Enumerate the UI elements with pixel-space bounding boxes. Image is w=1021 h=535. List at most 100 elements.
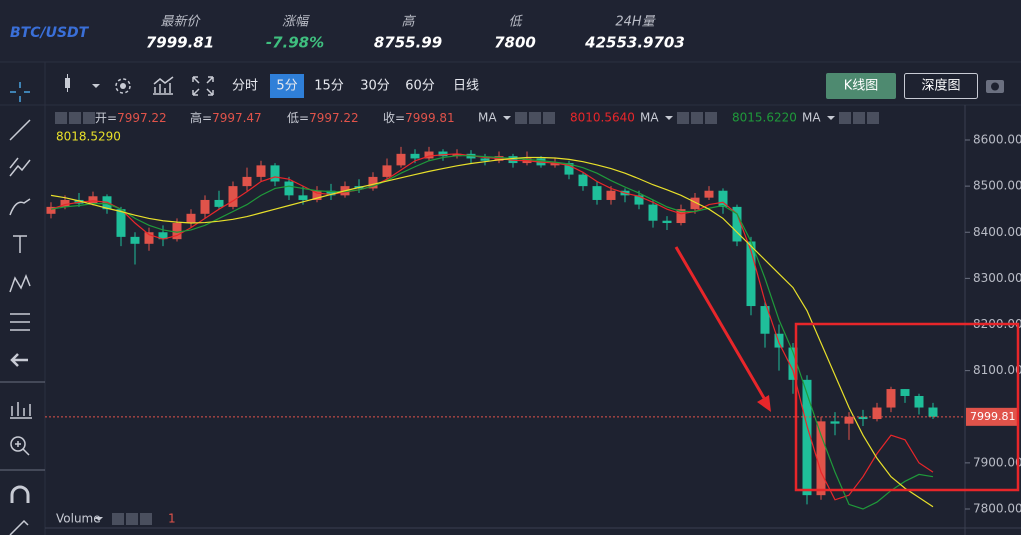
candle-body bbox=[60, 199, 70, 207]
candle-body bbox=[564, 163, 574, 175]
ohlc-value: 7997.22 bbox=[309, 111, 359, 125]
pencil-tool[interactable] bbox=[9, 519, 29, 535]
camera-lens bbox=[991, 82, 999, 91]
interval-tab[interactable]: 30分 bbox=[360, 79, 390, 94]
last-price-label: 7999.81 bbox=[970, 410, 1016, 423]
ohlc-item: 高=7997.47 bbox=[190, 110, 262, 125]
stat-label: 高 bbox=[401, 15, 416, 30]
candle-body bbox=[858, 416, 868, 420]
stat-value: 7999.81 bbox=[146, 34, 214, 52]
legend-icon[interactable] bbox=[515, 112, 527, 124]
interval-tab[interactable]: 15分 bbox=[314, 79, 344, 94]
candle-body bbox=[480, 158, 490, 161]
candle-body bbox=[606, 190, 616, 200]
candle-body bbox=[312, 190, 322, 200]
stats: 最新价 7999.81 涨幅 -7.98% 高 8755.99 低 7800 24H量 42553… bbox=[146, 15, 685, 52]
ohlc-name: 高= bbox=[190, 110, 212, 125]
crosshair-tool[interactable] bbox=[10, 82, 30, 102]
legend-icon[interactable] bbox=[126, 513, 138, 525]
back-tool[interactable] bbox=[10, 353, 28, 367]
kline-button-label[interactable]: K线图 bbox=[844, 79, 879, 94]
y-tick-label: 7900.00 bbox=[973, 455, 1021, 469]
legend-icon[interactable] bbox=[543, 112, 555, 124]
depth-button-label[interactable]: 深度图 bbox=[921, 78, 960, 94]
ma-value: 8015.6220 bbox=[732, 111, 797, 125]
legend-icon[interactable] bbox=[691, 112, 703, 124]
legend-icon[interactable] bbox=[677, 112, 689, 124]
volume-dropdown[interactable] bbox=[95, 517, 103, 521]
candle-body bbox=[256, 165, 266, 177]
candle-body bbox=[830, 421, 840, 424]
depth-button[interactable] bbox=[904, 73, 978, 99]
legend-icon[interactable] bbox=[705, 112, 717, 124]
text-tool[interactable] bbox=[13, 235, 27, 253]
legend-icon[interactable] bbox=[69, 112, 81, 124]
plot: 8600.008500.008400.008300.008200.008100.… bbox=[45, 133, 1021, 516]
measure-tool[interactable] bbox=[10, 402, 32, 419]
interval-tab[interactable]: 60分 bbox=[405, 79, 435, 94]
indicator-icon[interactable] bbox=[153, 76, 174, 95]
magnet-tool[interactable] bbox=[10, 485, 30, 503]
legend-icon[interactable] bbox=[839, 112, 851, 124]
ohlc-item: 开=7997.22 bbox=[95, 111, 167, 125]
interval-tab[interactable]: 5分 bbox=[276, 79, 297, 94]
candle-body bbox=[718, 190, 728, 207]
sidebar-tools[interactable] bbox=[0, 82, 45, 535]
active-tab[interactable] bbox=[270, 74, 304, 98]
legend-icon[interactable] bbox=[83, 112, 95, 124]
ohlc-name: 开= bbox=[95, 111, 117, 125]
ohlc-item: 低=7997.22 bbox=[287, 111, 359, 125]
brush-tool[interactable] bbox=[9, 198, 31, 216]
pattern-tool[interactable] bbox=[9, 274, 31, 293]
ohlc-value: 7999.81 bbox=[405, 111, 455, 125]
legend-icon[interactable] bbox=[112, 513, 124, 525]
toolbar-icons[interactable] bbox=[65, 74, 1004, 96]
candle-body bbox=[634, 195, 644, 205]
channel-tool[interactable] bbox=[9, 157, 31, 177]
zoom-tool[interactable] bbox=[10, 436, 26, 452]
line-tool[interactable] bbox=[9, 119, 31, 141]
candle-body bbox=[130, 236, 140, 244]
candle-body bbox=[676, 209, 686, 224]
ma-name: MA bbox=[640, 111, 659, 125]
fib-tool[interactable] bbox=[10, 313, 30, 331]
stat-value: 8755.99 bbox=[374, 34, 442, 52]
header-bar bbox=[0, 0, 1021, 62]
ma-line bbox=[50, 155, 934, 510]
candle-body bbox=[382, 165, 392, 177]
legend-icon[interactable] bbox=[140, 513, 152, 525]
ohlc-value: 7997.47 bbox=[212, 111, 262, 125]
fullscreen-icon[interactable] bbox=[192, 76, 214, 96]
y-tick-label: 8400.00 bbox=[973, 225, 1021, 239]
ma-name: MA bbox=[802, 111, 821, 125]
symbol[interactable]: BTC/USDT bbox=[10, 25, 90, 41]
interval-tab[interactable]: 日线 bbox=[453, 79, 479, 94]
annotation-arrow bbox=[674, 246, 766, 399]
kline-button[interactable] bbox=[826, 73, 896, 99]
stat-label: 24H量 bbox=[615, 15, 656, 30]
legend-icon[interactable] bbox=[529, 112, 541, 124]
interval-tab[interactable]: 分时 bbox=[232, 79, 258, 94]
candle-body bbox=[270, 165, 280, 182]
ma-name: MA bbox=[478, 111, 497, 125]
candle-body bbox=[242, 176, 252, 187]
ma-dropdown[interactable] bbox=[665, 116, 673, 120]
candle-body bbox=[424, 151, 434, 159]
dropdown-arrow[interactable] bbox=[92, 84, 100, 88]
candle-body bbox=[578, 174, 588, 187]
candle-body bbox=[648, 204, 658, 221]
stat-label: 低 bbox=[508, 15, 523, 30]
ma-dropdown[interactable] bbox=[503, 116, 511, 120]
candle-body bbox=[886, 389, 896, 408]
ohlc-name: 低= bbox=[287, 111, 309, 125]
legend-icon[interactable] bbox=[867, 112, 879, 124]
ma-dropdown[interactable] bbox=[827, 116, 835, 120]
legend-icon[interactable] bbox=[853, 112, 865, 124]
settings-icon[interactable] bbox=[115, 78, 131, 94]
settings-icon-center bbox=[120, 83, 126, 89]
candle-body bbox=[662, 220, 672, 224]
candle-body bbox=[88, 196, 98, 204]
legend-icon[interactable] bbox=[55, 112, 67, 124]
annotation-box bbox=[794, 322, 1020, 492]
